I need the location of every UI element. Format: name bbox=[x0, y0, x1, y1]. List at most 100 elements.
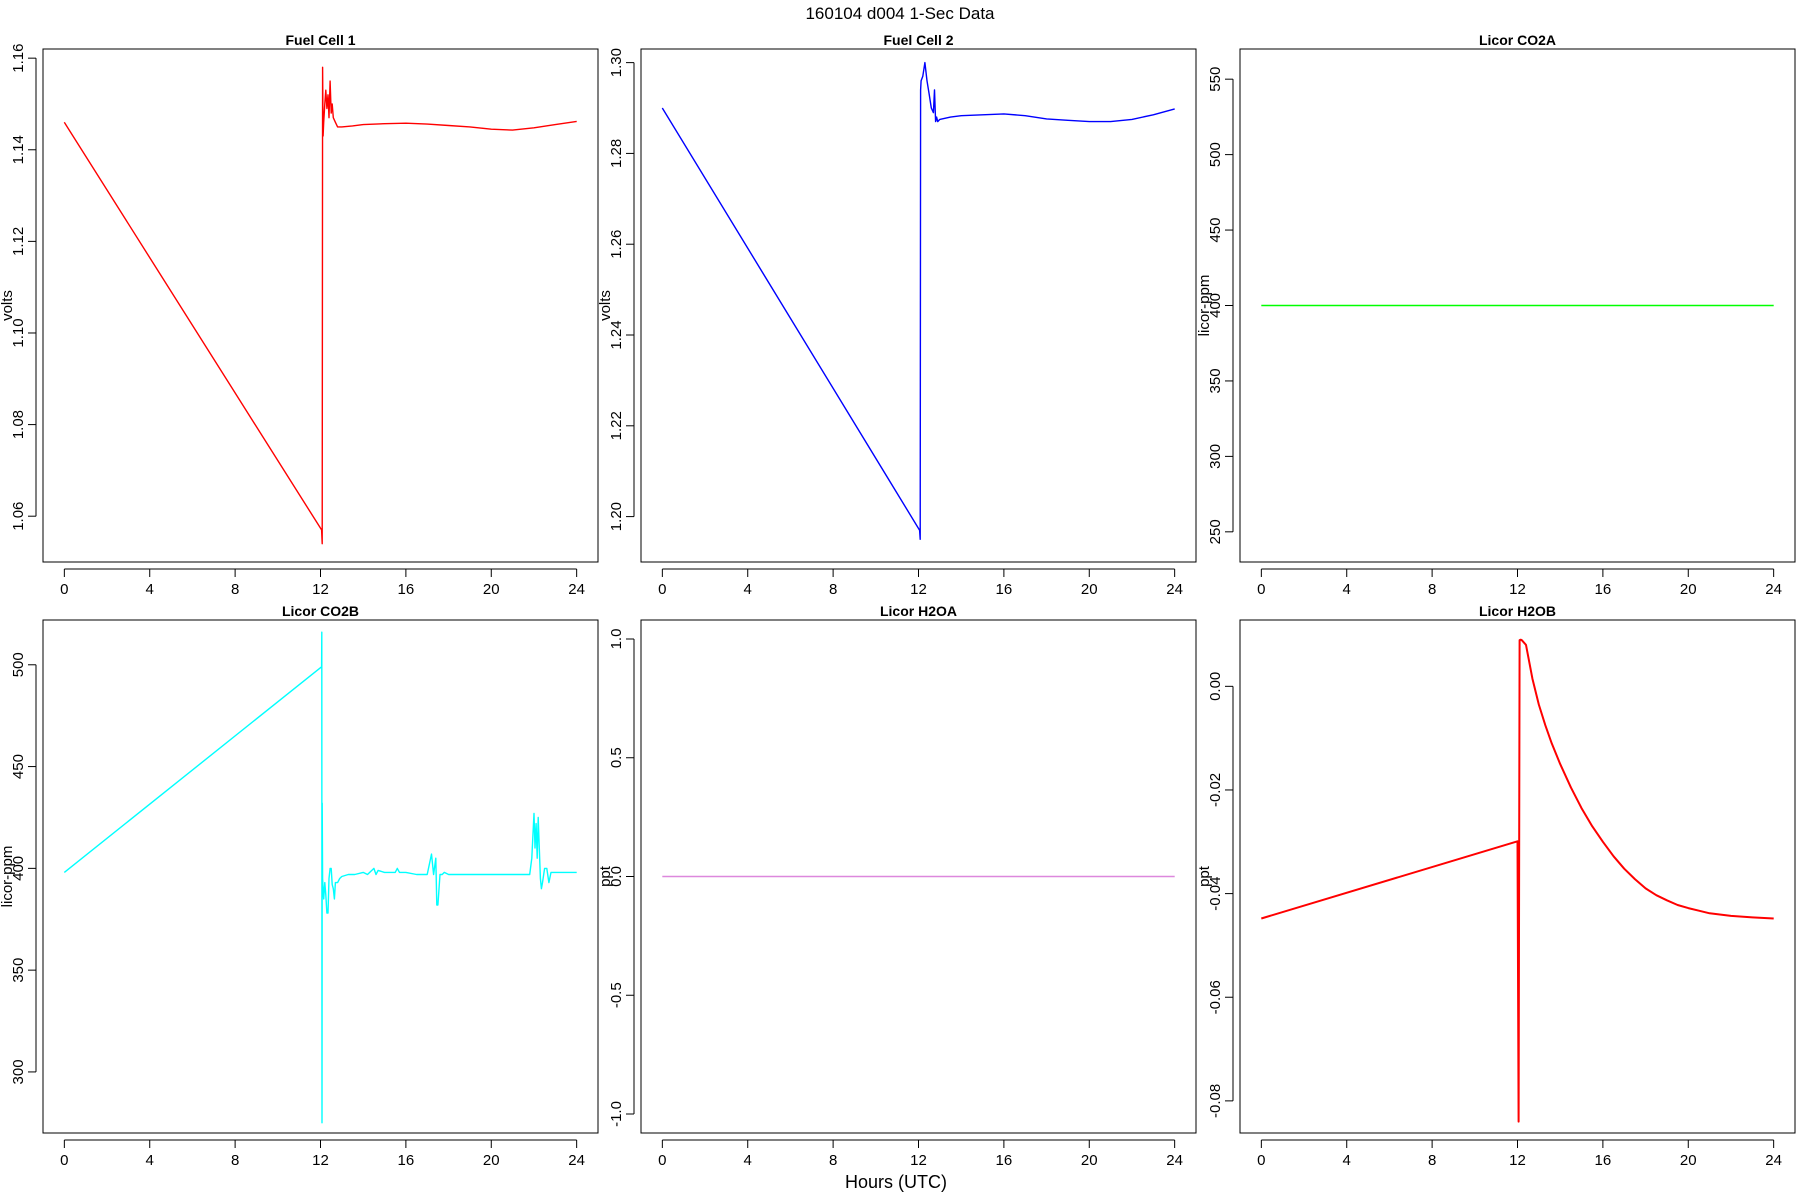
panel-5-x-tick-label: 8 bbox=[829, 1152, 837, 1169]
panel-6-y-tick-label: -0.06 bbox=[1207, 980, 1224, 1014]
panel-4-series-line bbox=[63, 631, 577, 1124]
panel-6-x-tick-label: 16 bbox=[1595, 1152, 1612, 1169]
panel-3-x-tick-label: 0 bbox=[1257, 581, 1265, 598]
panel-3-x-tick-label: 16 bbox=[1595, 581, 1612, 598]
panel-2-title: Fuel Cell 2 bbox=[883, 32, 953, 48]
panel-6-y-tick-label: -0.08 bbox=[1207, 1084, 1224, 1118]
panel-1-y-tick-label: 1.08 bbox=[10, 410, 27, 439]
panel-1-y-tick-label: 1.16 bbox=[10, 44, 27, 73]
panel-5-y-tick-label: 1.0 bbox=[608, 629, 625, 650]
panel-2-x-tick-label: 4 bbox=[744, 581, 752, 598]
panel-6-x-tick-label: 0 bbox=[1257, 1152, 1265, 1169]
panel-4-frame bbox=[42, 619, 599, 1134]
panel-6-frame bbox=[1239, 619, 1796, 1134]
panel-5-frame bbox=[640, 619, 1197, 1134]
panel-3-x-tick-label: 20 bbox=[1680, 581, 1697, 598]
panel-6-title: Licor H2OB bbox=[1479, 603, 1556, 619]
panel-3-x-tick-label: 8 bbox=[1428, 581, 1436, 598]
panel-3-y-tick-label: 350 bbox=[1207, 368, 1224, 393]
panel-2-x-tick-label: 8 bbox=[829, 581, 837, 598]
panel-3-y-tick-label: 500 bbox=[1207, 142, 1224, 167]
panel-5-x-tick-label: 20 bbox=[1081, 1152, 1098, 1169]
panel-5-y-tick-label: 0.5 bbox=[608, 747, 625, 768]
panel-2-y-tick-label: 1.22 bbox=[608, 411, 625, 440]
panel-1-x-tick-label: 12 bbox=[312, 581, 329, 598]
panel-6-y-axis-label: ppt bbox=[1196, 865, 1213, 887]
panel-5-x-tick-label: 4 bbox=[744, 1152, 752, 1169]
panel-1-x-tick-label: 0 bbox=[60, 581, 68, 598]
panel-2-y-tick-label: 1.24 bbox=[608, 320, 625, 349]
panel-4-x-tick-label: 8 bbox=[231, 1152, 239, 1169]
panel-2-x-tick-label: 0 bbox=[658, 581, 666, 598]
panel-1-y-tick-label: 1.10 bbox=[10, 318, 27, 347]
panel-4-x-tick-label: 24 bbox=[568, 1152, 585, 1169]
panel-5-y-tick-label: 0.0 bbox=[608, 866, 625, 887]
figure-x-axis-label: Hours (UTC) bbox=[845, 1172, 947, 1192]
panel-2-frame bbox=[640, 48, 1197, 563]
panel-2-x-tick-label: 24 bbox=[1166, 581, 1183, 598]
panel-2-y-tick-label: 1.26 bbox=[608, 230, 625, 259]
panel-4-x-tick-label: 16 bbox=[398, 1152, 415, 1169]
panel-2-x-tick-label: 20 bbox=[1081, 581, 1098, 598]
panel-5-title: Licor H2OA bbox=[880, 603, 957, 619]
chart-panel-1: Fuel Cell 1 volts 0 4 8 12 16 20 24 1.06 1.08 1.10 1… bbox=[0, 32, 599, 598]
panel-1-x-tick-label: 20 bbox=[483, 581, 500, 598]
panel-4-y-tick-label: 450 bbox=[10, 754, 27, 779]
panel-4-y-tick-label: 350 bbox=[10, 958, 27, 983]
panel-3-y-tick-label: 550 bbox=[1207, 67, 1224, 92]
panel-4-title: Licor CO2B bbox=[282, 603, 359, 619]
panel-1-y-tick-label: 1.06 bbox=[10, 502, 27, 531]
panel-2-y-axis-label: volts bbox=[597, 290, 614, 321]
panel-6-series-line bbox=[1261, 638, 1774, 1123]
panel-6-x-tick-label: 4 bbox=[1343, 1152, 1351, 1169]
panel-2-x-tick-label: 16 bbox=[996, 581, 1013, 598]
panel-3-frame bbox=[1239, 48, 1796, 563]
panel-1-x-tick-label: 8 bbox=[231, 581, 239, 598]
panel-3-x-tick-label: 24 bbox=[1765, 581, 1782, 598]
panel-6-y-tick-label: 0.00 bbox=[1207, 672, 1224, 701]
panel-6-x-tick-label: 20 bbox=[1680, 1152, 1697, 1169]
panel-3-x-tick-label: 4 bbox=[1343, 581, 1351, 598]
figure-title: 160104 d004 1-Sec Data bbox=[805, 4, 995, 23]
panel-6-x-tick-label: 12 bbox=[1509, 1152, 1526, 1169]
panel-5-x-tick-label: 24 bbox=[1166, 1152, 1183, 1169]
chart-panel-4: Licor CO2B licor-ppm 0 4 8 12 16 20 24 300 350 400 4… bbox=[0, 603, 599, 1169]
panel-2-y-tick-label: 1.20 bbox=[608, 502, 625, 531]
panel-3-y-tick-label: 400 bbox=[1207, 293, 1224, 318]
panel-5-x-tick-label: 12 bbox=[910, 1152, 927, 1169]
panel-3-x-tick-label: 12 bbox=[1509, 581, 1526, 598]
panel-2-y-tick-label: 1.28 bbox=[608, 139, 625, 168]
panel-6-y-tick-label: -0.02 bbox=[1207, 773, 1224, 807]
panel-2-y-tick-label: 1.30 bbox=[608, 48, 625, 77]
panel-1-frame bbox=[42, 48, 599, 563]
panel-2-x-tick-label: 12 bbox=[910, 581, 927, 598]
panel-1-x-tick-label: 4 bbox=[146, 581, 154, 598]
panel-5-x-tick-label: 16 bbox=[996, 1152, 1013, 1169]
panel-4-y-tick-label: 400 bbox=[10, 856, 27, 881]
panel-1-title: Fuel Cell 1 bbox=[285, 32, 355, 48]
panel-4-y-tick-label: 500 bbox=[10, 652, 27, 677]
panel-5-y-tick-label: -0.5 bbox=[608, 982, 625, 1008]
chart-panel-5: Licor H2OA ppt 0 4 8 12 16 20 24 -1.0 -0.5 0.0 0.5 1.… bbox=[597, 603, 1197, 1169]
chart-panel-2: Fuel Cell 2 volts 0 4 8 12 16 20 24 1.20 1.22 1.24 1… bbox=[597, 32, 1197, 598]
panel-3-title: Licor CO2A bbox=[1479, 32, 1556, 48]
panel-6-x-tick-label: 8 bbox=[1428, 1152, 1436, 1169]
panel-1-x-tick-label: 24 bbox=[568, 581, 585, 598]
panel-4-x-tick-label: 4 bbox=[146, 1152, 154, 1169]
panel-5-x-tick-label: 0 bbox=[658, 1152, 666, 1169]
panel-4-x-tick-label: 12 bbox=[312, 1152, 329, 1169]
panel-2-series-line bbox=[661, 61, 1175, 540]
panel-1-y-tick-label: 1.12 bbox=[10, 227, 27, 256]
panel-4-x-tick-label: 0 bbox=[60, 1152, 68, 1169]
chart-panel-6: Licor H2OB ppt 0 4 8 12 16 20 24 -0.08 -0.06 -0.04 -… bbox=[1196, 603, 1796, 1169]
panel-3-y-tick-label: 300 bbox=[1207, 444, 1224, 469]
panel-1-series-line bbox=[63, 66, 577, 545]
panel-5-y-tick-label: -1.0 bbox=[608, 1101, 625, 1127]
panel-3-y-tick-label: 450 bbox=[1207, 218, 1224, 243]
panel-3-y-axis-label: licor-ppm bbox=[1196, 275, 1213, 337]
panel-1-y-tick-label: 1.14 bbox=[10, 135, 27, 164]
panel-5-y-axis-label: ppt bbox=[597, 865, 614, 887]
